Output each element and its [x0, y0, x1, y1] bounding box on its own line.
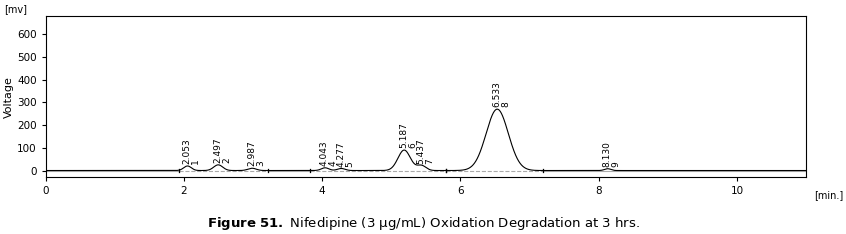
Text: 8.130: 8.130	[602, 141, 612, 167]
Text: 5.437: 5.437	[416, 138, 426, 164]
Text: 9: 9	[612, 161, 620, 167]
Text: 2.987: 2.987	[247, 141, 255, 166]
Text: 8: 8	[501, 102, 510, 107]
Text: [mv]: [mv]	[3, 4, 27, 14]
Text: 2: 2	[222, 157, 231, 163]
Text: $\bf{Figure\ 51.}$ Nifedipine (3 μg/mL) Oxidation Degradation at 3 hrs.: $\bf{Figure\ 51.}$ Nifedipine (3 μg/mL) …	[206, 215, 640, 232]
Text: 6: 6	[408, 143, 417, 148]
Y-axis label: Voltage: Voltage	[4, 76, 14, 118]
Text: 4.043: 4.043	[320, 140, 329, 166]
Text: 1: 1	[191, 158, 201, 164]
Text: 5.187: 5.187	[399, 122, 408, 148]
Text: 2.497: 2.497	[213, 137, 222, 163]
Text: 5: 5	[345, 161, 354, 167]
Text: 7: 7	[426, 158, 434, 164]
Text: 6.533: 6.533	[492, 81, 501, 107]
Text: 4: 4	[329, 160, 338, 166]
Text: 4.277: 4.277	[336, 141, 345, 167]
Text: 2.053: 2.053	[183, 138, 191, 164]
Text: 3: 3	[255, 161, 265, 166]
Text: [min.]: [min.]	[814, 190, 843, 200]
